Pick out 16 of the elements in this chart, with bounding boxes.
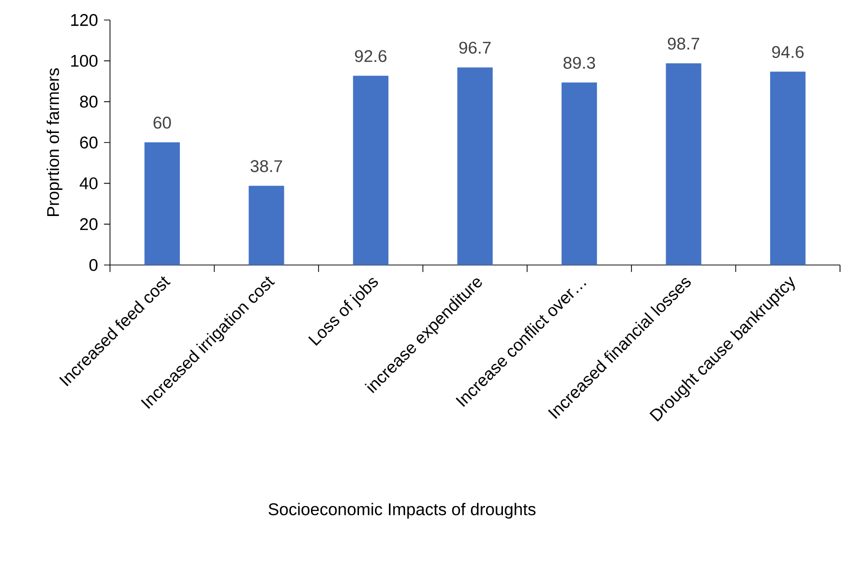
data-label: 38.7 xyxy=(250,160,282,172)
y-tick-label: 20 xyxy=(80,218,98,230)
data-label: 89.3 xyxy=(564,56,596,69)
x-axis-title: Socioeconomic Impacts of droughts xyxy=(268,502,536,519)
data-label: 92.6 xyxy=(355,50,386,62)
y-tick-label: 40 xyxy=(80,177,98,190)
data-label: 98.7 xyxy=(668,38,700,50)
data-label: 96.7 xyxy=(459,42,491,54)
y-tick-label: 0 xyxy=(89,259,98,271)
y-tick-label: 80 xyxy=(80,96,98,108)
y-tick-label: 100 xyxy=(71,54,98,67)
y-tick-label: 60 xyxy=(80,136,98,148)
y-axis-title: Proprtion of farmers xyxy=(46,68,62,216)
data-label: 60 xyxy=(154,116,171,129)
y-tick-label: 120 xyxy=(71,14,98,26)
data-label: 94.6 xyxy=(772,46,804,58)
